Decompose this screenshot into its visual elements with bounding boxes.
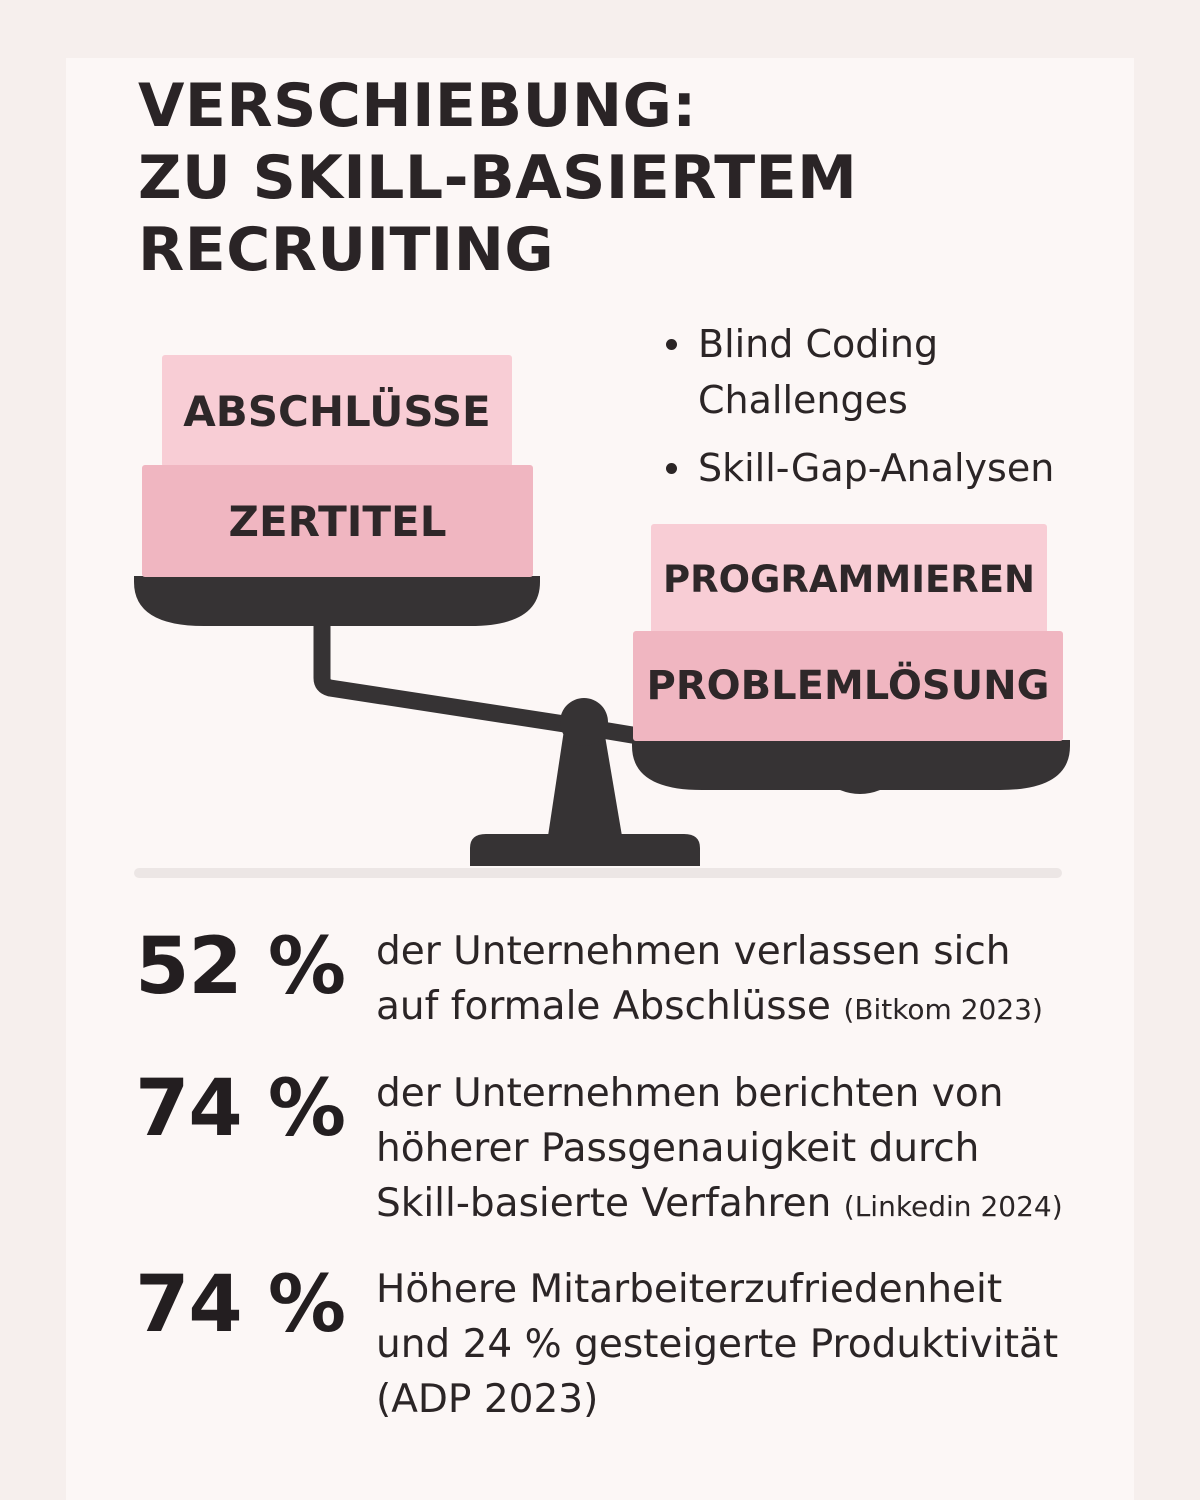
skill-methods-list: Blind Coding Challenges Skill-Gap-Analys… [662,316,1102,508]
stat-description: der Unternehmen berichten von höherer Pa… [376,1066,1076,1234]
title-line-3: RECRUITING [138,215,555,285]
left-scale-pan [134,576,540,626]
title-line-1: VERSCHIEBUNG: [138,71,697,141]
stat-value: 74 % [135,1260,346,1350]
list-item-line-2: Challenges [698,378,908,422]
list-item: Blind Coding Challenges [662,316,1102,428]
page-title: VERSCHIEBUNG: ZU SKILL-BASIERTEM RECRUIT… [138,70,1038,286]
block-programmieren: PROGRAMMIEREN [651,524,1047,634]
scale-base [470,834,700,866]
list-item: Skill-Gap-Analysen [662,440,1102,496]
stat-source: (ADP 2023) [376,1377,599,1422]
stat-value: 74 % [135,1064,346,1154]
stat-source: (Linkedin 2024) [843,1190,1063,1223]
stat-source: (Bitkom 2023) [843,993,1043,1026]
bullet-icon [666,339,677,350]
block-abschluesse: ABSCHLÜSSE [162,355,512,467]
block-problemloesung: PROBLEMLÖSUNG [633,631,1063,741]
stat-text: der Unternehmen berichten von höherer Pa… [376,1071,1004,1226]
scale-pivot [560,698,608,746]
scale-beam [313,620,586,736]
block-zertitel: ZERTITEL [142,465,533,577]
stat-value: 52 % [135,922,346,1012]
list-item-line-1: Skill-Gap-Analysen [698,446,1055,490]
stat-text: der Unternehmen verlassen sich auf forma… [376,929,1011,1029]
scale-stand [548,730,622,836]
title-line-2: ZU SKILL-BASIERTEM [138,143,858,213]
stat-description: Höhere Mitarbeiterzufriedenheit und 24 %… [376,1262,1076,1427]
stat-description: der Unternehmen verlassen sich auf forma… [376,924,1076,1037]
right-scale-pan [632,740,1070,794]
stat-text: Höhere Mitarbeiterzufriedenheit und 24 %… [376,1267,1059,1367]
bullet-icon [666,463,677,474]
list-item-line-1: Blind Coding [698,322,939,366]
divider [134,868,1062,878]
balance-scale-icon [134,576,1070,866]
